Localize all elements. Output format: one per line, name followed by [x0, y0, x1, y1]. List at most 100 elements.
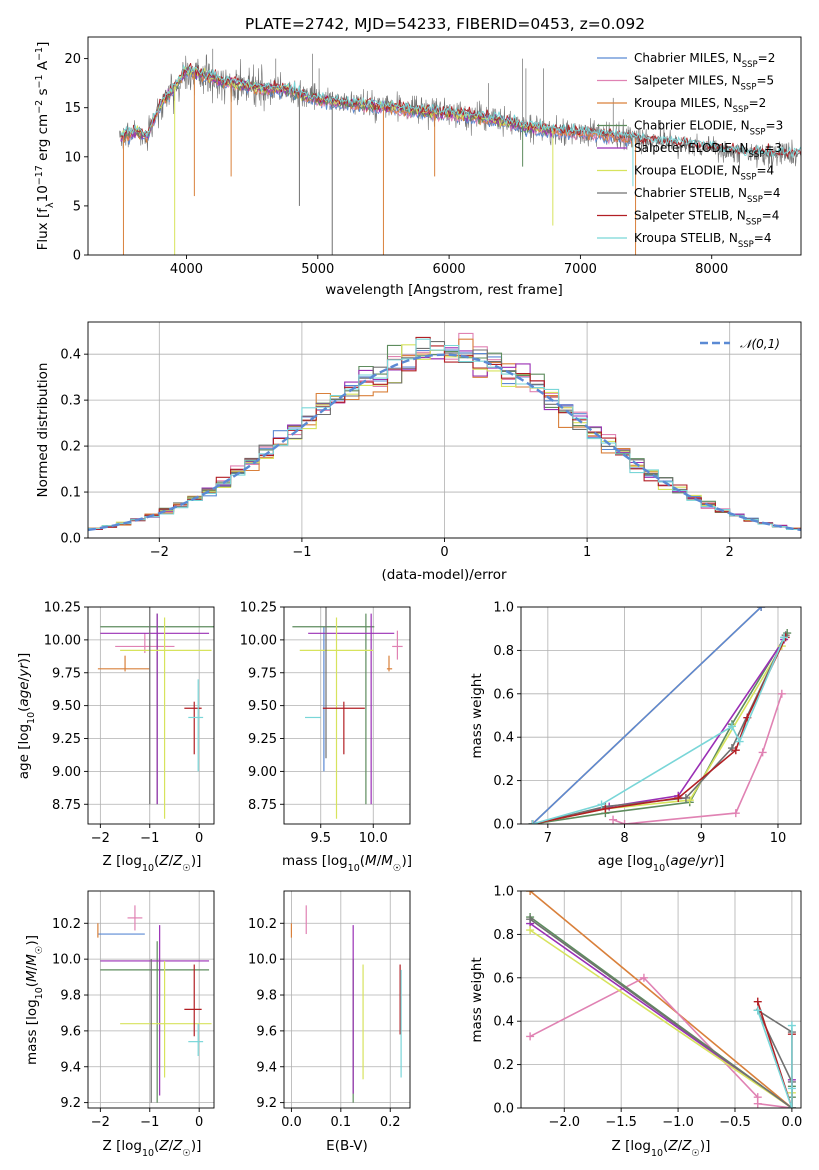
errorbar-kroupa-miles [386, 655, 393, 672]
y-tick-label: 0.0 [493, 1102, 514, 1117]
x-tick-label: 1 [583, 545, 591, 560]
y-tick-label: 15 [64, 101, 81, 116]
y-tick-label: 10.0 [52, 953, 81, 968]
series-kroupa-stelib [753, 1006, 796, 1108]
y-tick-label: 1.0 [493, 885, 514, 900]
x-tick-label: −1.5 [605, 1115, 637, 1130]
plot-area [119, 48, 801, 255]
y-tick-label: 10 [64, 150, 81, 165]
y-tick-label: 9.2 [60, 1096, 81, 1111]
series-marker [757, 607, 766, 611]
errorbar-salpeter-elodie [100, 925, 210, 1096]
x-tick-label: 0.1 [330, 1115, 351, 1130]
legend: 𝒩(0,1) [700, 337, 780, 351]
x-axis-label: age [log10(age/yr)] [598, 853, 724, 874]
y-axis-label: mass [log10(M/M☉)] [24, 935, 45, 1065]
spectrum-model-kroupa-stelib [120, 64, 801, 159]
x-tick-label: −1.0 [662, 1115, 694, 1130]
axes-frame [87, 36, 802, 256]
x-tick-label: −1 [140, 831, 159, 846]
y-tick-label: 0.0 [493, 818, 514, 833]
axes-frame [283, 606, 411, 825]
x-tick-label: 9 [697, 831, 705, 846]
x-tick-label: −2 [150, 545, 169, 560]
series-marker [528, 820, 537, 824]
x-tick-label: −2 [91, 1115, 110, 1130]
errorbar-kroupa-elodie [299, 617, 374, 819]
plot-area [528, 607, 792, 824]
y-tick-label: 9.75 [52, 666, 81, 681]
y-tick-label: 9.8 [256, 989, 277, 1004]
series-marker [526, 891, 535, 895]
y-tick-label: 10.25 [44, 601, 81, 616]
series-kroupa-stelib [528, 633, 789, 824]
series-line [531, 607, 762, 824]
y-tick-label: 0.8 [493, 644, 514, 659]
y-tick-label: 8.75 [52, 798, 81, 813]
errorbar-chabrier-elodie [100, 941, 210, 1103]
y-tick-label: 9.4 [256, 1060, 277, 1075]
y-tick-label: 9.00 [248, 765, 277, 780]
axes-frame [87, 606, 215, 825]
series-marker [731, 746, 740, 755]
y-axis-label: age [log10(age/yr)] [16, 653, 37, 779]
series-line [532, 637, 787, 824]
series-marker [787, 1084, 796, 1093]
series-marker [674, 793, 683, 802]
y-tick-label: 10.00 [240, 633, 277, 648]
y-axis-label: mass weight [469, 673, 485, 758]
y-axis-label: Normed distribution [35, 363, 51, 498]
panel-residuals: −2 −1 0 1 2 0.0 0.1 0.2 0.3 0.4 𝒩(0,1) (data-model)… [35, 321, 802, 583]
y-tick-label: 1.0 [493, 601, 514, 616]
x-tick-label: −1 [140, 1115, 159, 1130]
x-tick-label: 8 [620, 831, 628, 846]
panel-age_vs_Z: −2 −1 0 8.75 9.00 9.25 9.50 9.75 10.00 10.25 Z [lo… [16, 601, 215, 874]
panel-spectrum: 4000 5000 6000 7000 8000 0 5 10 15 20 Chabrier MIL… [34, 36, 802, 298]
legend-entry: Chabrier MILES, NSSP=2 [634, 51, 775, 70]
series-marker [753, 1006, 762, 1015]
y-tick-label: 0.2 [60, 440, 81, 455]
axes-frame [520, 606, 802, 825]
x-tick-label: 0.0 [281, 1115, 302, 1130]
plot-area [97, 607, 214, 819]
x-tick-label: 0 [195, 831, 203, 846]
series-line [756, 1010, 793, 1108]
x-tick-label: 2 [726, 545, 734, 560]
y-tick-label: 9.50 [52, 699, 81, 714]
series-marker [787, 1104, 796, 1108]
x-tick-label: 0.2 [380, 1115, 401, 1130]
x-tick-label: 10 [770, 831, 787, 846]
spectrum-model-salpeter-stelib [120, 62, 801, 158]
errorbar-salpeter-stelib [184, 964, 202, 1037]
series-marker [526, 915, 535, 924]
y-tick-label: 0.2 [493, 1058, 514, 1073]
series-marker [758, 748, 767, 757]
spectrum-model-chabrier-miles [120, 70, 633, 147]
panel-mass_vs_EBV: 0.0 0.1 0.2 9.2 9.4 9.6 9.8 10.0 10.2 E(B-V) [248, 890, 411, 1154]
y-tick-label: 0.6 [493, 971, 514, 986]
y-tick-label: 0.8 [493, 928, 514, 943]
panel-weight_vs_age: 7 8 9 10 0.0 0.2 0.4 0.6 0.8 1.0 age [log10(age/yr… [469, 601, 802, 874]
y-tick-label: 0.4 [493, 731, 514, 746]
series-line [529, 891, 793, 1108]
x-tick-label: 0 [440, 545, 448, 560]
x-axis-label: wavelength [Angstrom, rest frame] [325, 282, 563, 298]
x-tick-label: 5000 [301, 262, 334, 277]
y-tick-label: 9.50 [248, 699, 277, 714]
x-axis-label: E(B-V) [326, 1138, 368, 1154]
series-marker [735, 737, 744, 746]
x-tick-label: 9.5 [310, 831, 331, 846]
series-marker [526, 1032, 535, 1041]
x-tick-label: 6000 [433, 262, 466, 277]
x-axis-label: (data-model)/error [381, 567, 507, 583]
series-marker [639, 973, 648, 982]
legend-entry: Chabrier STELIB, NSSP=4 [634, 186, 781, 205]
errorbar-kroupa-miles [97, 655, 150, 672]
errorbar-chabrier-elodie [292, 613, 375, 805]
series-marker [727, 722, 736, 731]
x-axis-label: Z [log10(Z/Z☉)] [612, 1138, 711, 1159]
legend-entry: Kroupa STELIB, NSSP=4 [634, 231, 772, 250]
x-tick-label: 10.0 [359, 831, 388, 846]
series-marker [620, 820, 629, 824]
axes-frame [520, 890, 802, 1109]
